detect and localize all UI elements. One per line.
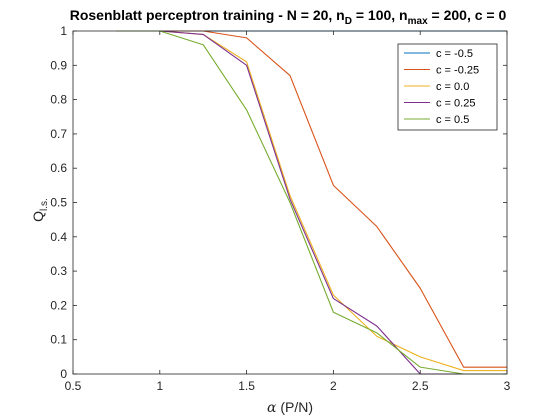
y-tick-label: 0.1 [50, 333, 67, 347]
legend-label-2: c = 0.0 [436, 81, 469, 93]
chart-title: Rosenblatt perceptron training - N = 20,… [70, 7, 507, 27]
legend-box [397, 43, 498, 131]
y-tick-label: 0.8 [50, 93, 67, 107]
y-axis-label: Ql.s. [30, 198, 50, 222]
y-tick-label: 0 [60, 367, 67, 381]
x-tick-label: 1 [156, 379, 163, 393]
x-tick-label: 2 [330, 379, 337, 393]
x-tick-label: 0.5 [65, 379, 82, 393]
y-tick-label: 0.7 [50, 127, 67, 141]
legend-label-3: c = 0.25 [436, 98, 475, 110]
y-tick-label: 0.2 [50, 298, 67, 312]
y-tick-label: 0.3 [50, 264, 67, 278]
legend-label-4: c = 0.5 [436, 114, 469, 126]
legend-label-0: c = -0.5 [436, 48, 473, 60]
legend-label-1: c = -0.25 [436, 65, 479, 77]
y-tick-label: 0.6 [50, 161, 67, 175]
y-tick-label: 0.9 [50, 58, 67, 72]
x-tick-label: 2.5 [412, 379, 429, 393]
y-tick-label: 0.4 [50, 230, 67, 244]
x-tick-label: 1.5 [238, 379, 255, 393]
legend: c = -0.5 c = -0.25 c = 0.0 c = 0.25 c = 0.5 [397, 43, 498, 131]
series-line-4 [116, 30, 507, 375]
x-tick-label: 3 [504, 379, 511, 393]
x-axis-label: α (P/N) [267, 399, 313, 416]
y-tick-label: 1 [60, 24, 67, 38]
y-tick-label: 0.5 [50, 196, 67, 210]
axes-layer: 0.5 1 1.5 2 2.5 3 0 0.1 0.2 0.3 0.4 0.5 0.6 0.7 0.8 0.9… [50, 24, 510, 393]
